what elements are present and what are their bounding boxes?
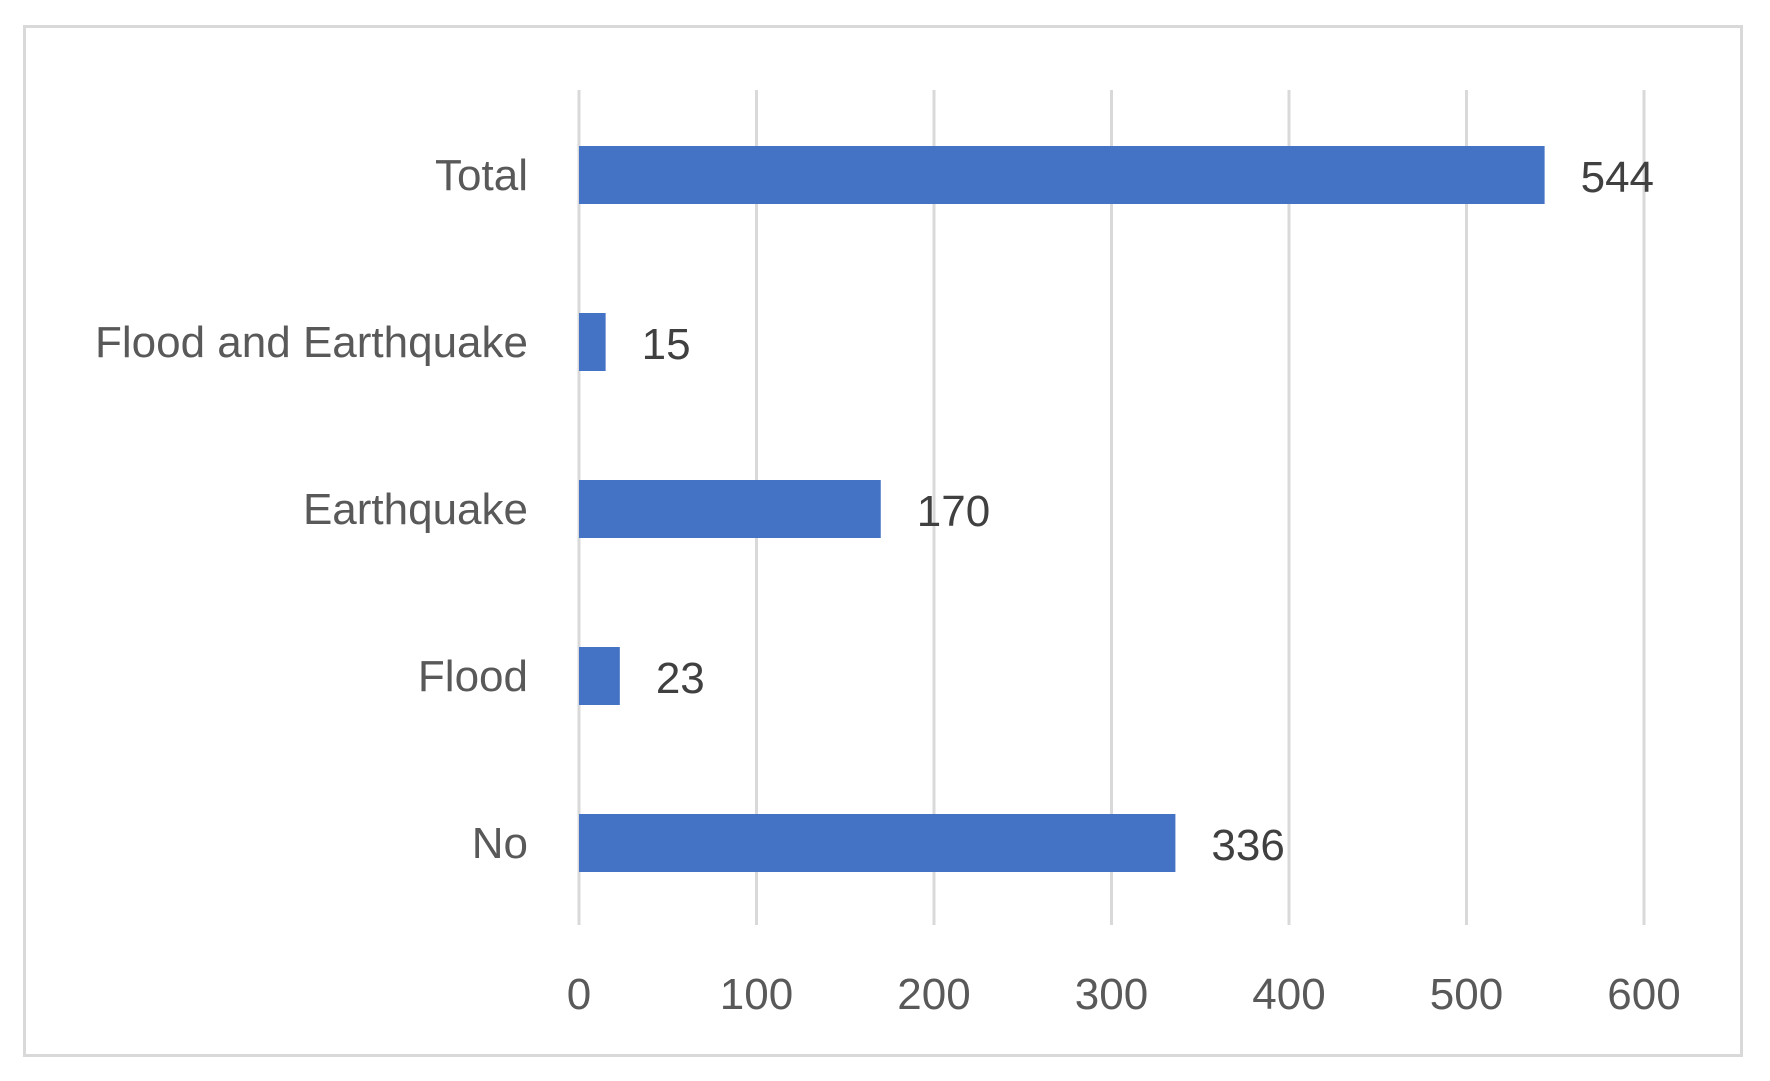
bar	[579, 814, 1176, 872]
x-tick-label: 300	[1075, 970, 1148, 1019]
x-tick-label: 600	[1607, 970, 1680, 1019]
category-labels: No Flood Earthquake Flood and Earthquake Tot…	[95, 151, 528, 868]
bar	[579, 146, 1545, 204]
data-label: 170	[917, 487, 990, 536]
bar	[579, 647, 620, 705]
category-label: Flood	[418, 652, 528, 701]
x-axis-tick-labels: 0 100 200 300 400 500 600	[567, 970, 1681, 1019]
data-label: 15	[642, 320, 691, 369]
category-label: Flood and Earthquake	[95, 318, 528, 367]
category-label: No	[472, 819, 528, 868]
value-labels: 336 23 170 15 544	[642, 153, 1654, 870]
x-tick-label: 100	[720, 970, 793, 1019]
category-label: Total	[435, 151, 528, 200]
bar	[579, 480, 881, 538]
bar	[579, 313, 606, 371]
x-tick-label: 200	[897, 970, 970, 1019]
x-tick-label: 400	[1252, 970, 1325, 1019]
gridlines	[577, 90, 1646, 925]
category-label: Earthquake	[303, 485, 528, 534]
x-tick-label: 0	[567, 970, 591, 1019]
data-label: 23	[656, 654, 705, 703]
x-tick-label: 500	[1430, 970, 1503, 1019]
data-label: 336	[1211, 821, 1284, 870]
bars	[579, 146, 1545, 872]
data-label: 544	[1581, 153, 1654, 202]
